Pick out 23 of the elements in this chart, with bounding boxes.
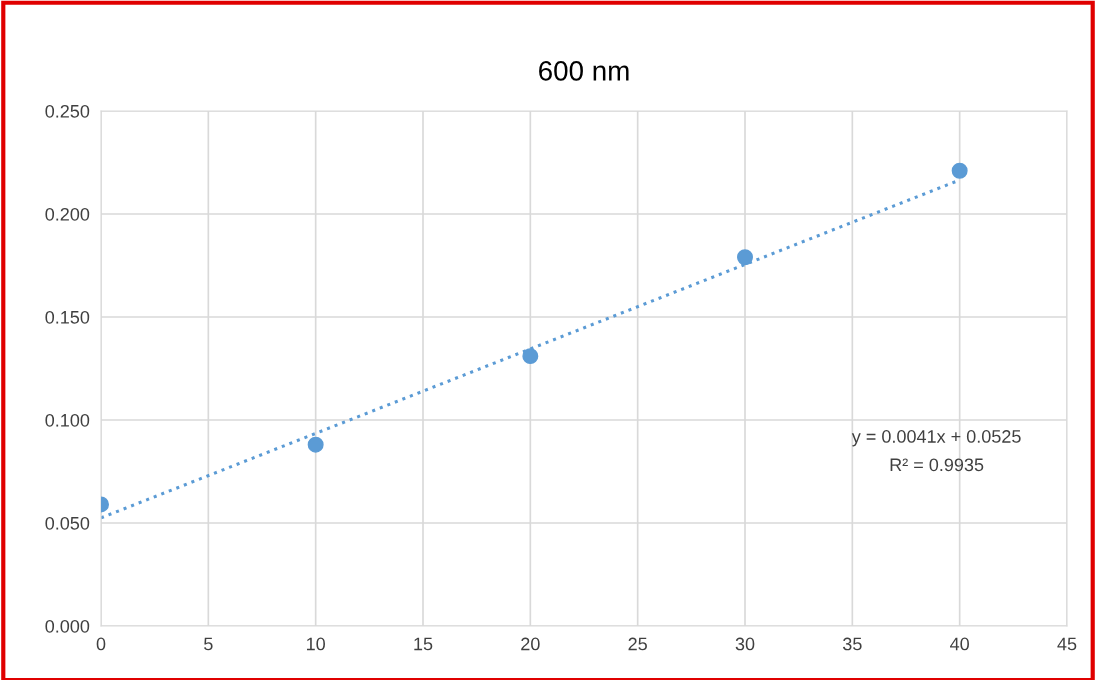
x-tick-label: 40 [950, 637, 969, 651]
y-tick-label: 0.200 [45, 207, 90, 221]
y-tick-label: 0.100 [45, 413, 90, 427]
x-tick-label: 25 [628, 637, 647, 651]
y-tick-label: 0.150 [45, 310, 90, 324]
point [737, 249, 753, 266]
y-tick-label: 0.250 [45, 104, 90, 118]
x-tick-label: 5 [204, 637, 213, 651]
x-tick-label: 45 [1057, 637, 1077, 651]
x-tick-label: 10 [307, 637, 325, 651]
point [522, 348, 539, 365]
annotation: y = 0.0041x + 0.0525 [851, 430, 1021, 447]
annotation: R² = 0.9935 [890, 458, 984, 472]
x-tick-label: 20 [521, 637, 540, 651]
x-tick-label: 15 [414, 637, 433, 651]
chart-title: 600 nm [539, 61, 629, 81]
y-tick-label: 0.050 [45, 516, 90, 530]
x-tick-label: 35 [842, 637, 862, 651]
x-tick-label: 30 [735, 637, 755, 651]
y-tick-label: 0.000 [45, 619, 90, 633]
point [307, 436, 324, 453]
point [951, 162, 968, 179]
x-tick-label: 0 [96, 637, 106, 651]
